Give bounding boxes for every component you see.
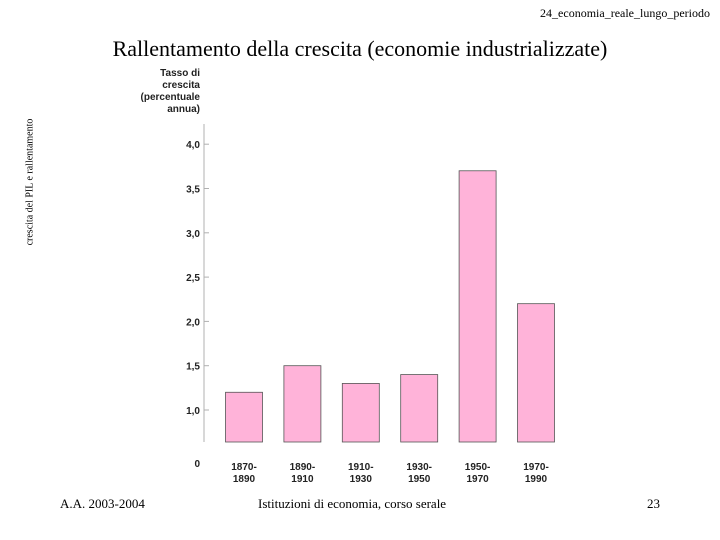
- bar: [341, 383, 380, 443]
- x-tick-label: 1970-: [523, 462, 549, 473]
- bar: [458, 170, 497, 443]
- footer-course: Istituzioni di economia, corso serale: [258, 496, 447, 511]
- x-tick-label: 1930-: [406, 462, 432, 473]
- y-tick-label: 2,0: [186, 317, 200, 328]
- y-tick-label: 1,5: [186, 362, 200, 373]
- x-tick-label: 1890-: [290, 462, 316, 473]
- y-axis-label-line: crescita: [162, 80, 200, 91]
- bar: [283, 365, 322, 443]
- y-tick-label: 2,5: [186, 273, 200, 284]
- side-label: crescita del PIL e rallentamento: [24, 118, 36, 246]
- y-axis-label-line: Tasso di: [160, 68, 200, 79]
- x-tick-label: 1930: [350, 474, 373, 485]
- x-tick-label: 1910-: [348, 462, 374, 473]
- chart-panel: Tasso di crescita (percentuale annua) 0 1,0 1,…: [128, 66, 578, 490]
- y-axis-label-line: (percentuale: [141, 92, 201, 103]
- slide-title: Rallentamento della crescita (economie i…: [112, 36, 608, 61]
- y-axis-label-line: annua): [167, 104, 200, 115]
- x-tick-label: 1890: [233, 474, 256, 485]
- y-tick-label: 3,0: [186, 229, 200, 240]
- bar: [225, 391, 263, 443]
- bar: [400, 374, 439, 443]
- footer-academic-year: A.A. 2003-2004: [60, 496, 145, 511]
- x-tick-label: 1910: [291, 474, 314, 485]
- x-tick-label: 1950-: [465, 462, 491, 473]
- y-tick-label: 1,0: [186, 406, 200, 417]
- file-label: 24_economia_reale_lungo_periodo: [540, 6, 710, 20]
- footer-page-number: 23: [647, 496, 660, 511]
- x-tick-label: 1990: [525, 474, 548, 485]
- x-tick-label: 1970: [466, 474, 489, 485]
- y-tick-label: 4,0: [186, 140, 200, 151]
- bar: [517, 303, 555, 443]
- x-tick-label: 1950: [408, 474, 431, 485]
- y-tick-label: 3,5: [186, 185, 200, 196]
- x-tick-label: 1870-: [231, 462, 257, 473]
- y-tick-label: 0: [194, 459, 200, 470]
